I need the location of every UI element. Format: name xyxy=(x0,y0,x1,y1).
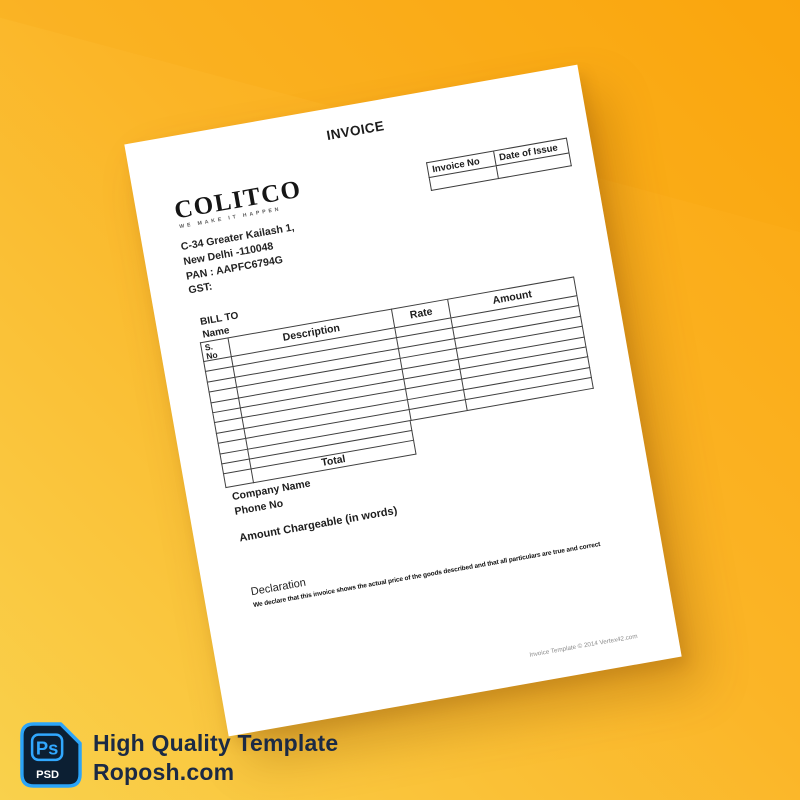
items-table: S. No Description Rate Amount Total xyxy=(199,276,600,489)
ps-logo-text: Ps xyxy=(36,738,58,759)
promo-site-name: Roposh.com xyxy=(93,758,235,785)
invoice-meta-table: Invoice No Date of Issue xyxy=(426,137,572,191)
declaration-heading: Declaration xyxy=(249,576,307,599)
promo-headline: High Quality Template xyxy=(93,730,339,756)
template-credit: Invoice Template © 2014 Vertex42.com xyxy=(529,632,639,659)
ps-logo-frame xyxy=(30,733,64,762)
declaration-block: Declaration We declare that this invoice… xyxy=(250,525,601,609)
psd-format-label: PSD xyxy=(36,769,59,781)
badge-shape xyxy=(20,722,82,788)
declaration-body: We declare that this invoice shows the a… xyxy=(252,540,601,610)
promo-text-block: High Quality Template Roposh.com xyxy=(93,729,338,786)
invoice-paper: INVOICE Invoice No Date of Issue COLITCO… xyxy=(124,64,682,737)
company-address-block: C-34 Greater Kailash 1, New Delhi -11004… xyxy=(180,220,304,298)
photoshop-psd-badge: Ps PSD xyxy=(20,722,82,788)
